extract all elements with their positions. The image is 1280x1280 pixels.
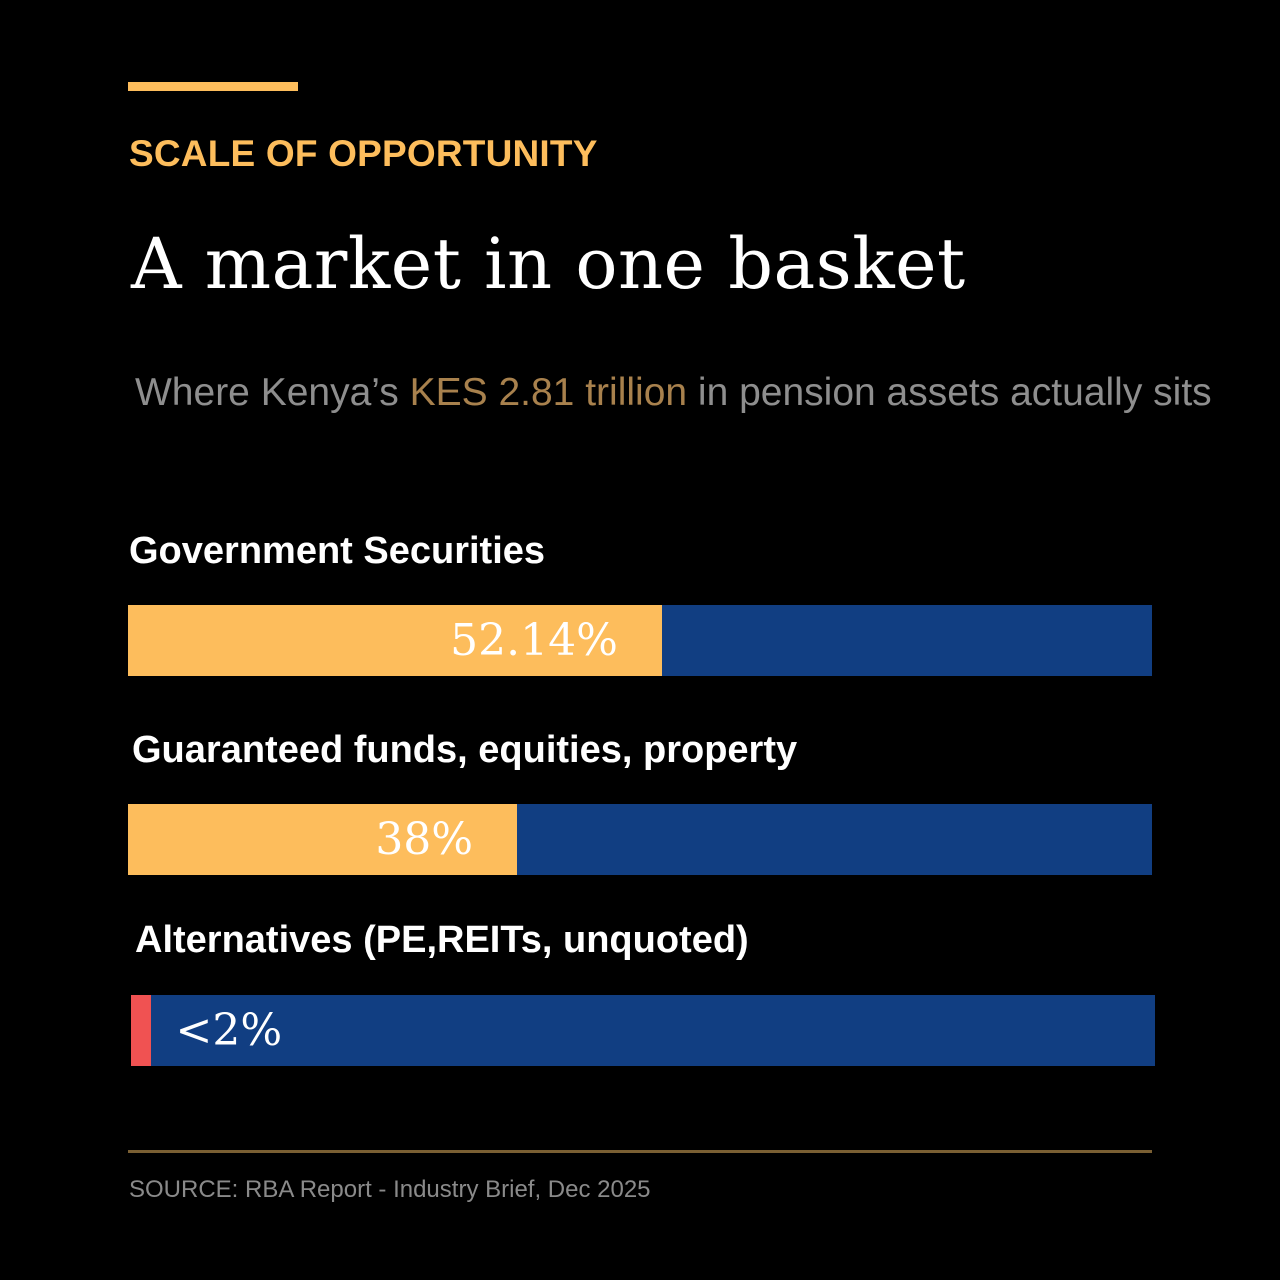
subtitle-highlight: KES 2.81 trillion [409,371,688,414]
bar-label-guaranteed-funds: Guaranteed funds, equities, property [132,729,798,771]
subtitle: Where Kenya’s KES 2.81 trillion in pensi… [135,364,1215,421]
bar-fill-guaranteed-funds [128,804,518,875]
source-note: SOURCE: RBA Report - Industry Brief, Dec… [129,1176,651,1203]
bar-track-government-securities: 52.14% [128,605,1152,676]
subtitle-tail: in pension assets actually sits [687,371,1212,414]
bar-value-alternatives: <2% [175,1005,283,1056]
bar-value-guaranteed-funds: 38% [375,814,474,865]
subtitle-lead: Where Kenya’s [135,371,410,414]
footer-divider [128,1150,1152,1153]
eyebrow-label: SCALE OF OPPORTUNITY [129,133,598,174]
accent-rule [128,82,298,91]
bar-label-government-securities: Government Securities [129,530,546,572]
bar-track-alternatives: <2% [131,995,1155,1066]
bar-value-government-securities: 52.14% [450,615,618,666]
bar-fill-alternatives [131,995,152,1066]
page-title: A market in one basket [131,223,966,305]
bar-track-guaranteed-funds: 38% [128,804,1152,875]
bar-fill-government-securities [128,605,662,676]
bar-label-alternatives: Alternatives (PE,REITs, unquoted) [135,919,749,961]
